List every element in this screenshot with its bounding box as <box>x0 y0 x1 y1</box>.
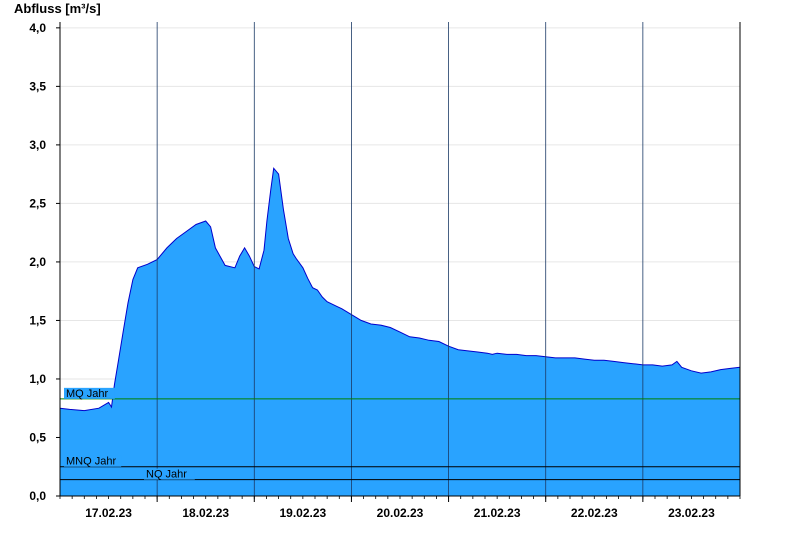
y-tick-label: 4,0 <box>29 21 46 35</box>
x-date-label: 23.02.23 <box>668 506 715 520</box>
reference-label-bg <box>144 468 195 480</box>
y-axis-title: Abfluss [m³/s] <box>14 1 101 16</box>
y-tick-label: 2,0 <box>29 255 46 269</box>
discharge-line <box>59 167 741 412</box>
x-date-label: 17.02.23 <box>85 506 132 520</box>
x-date-label: 22.02.23 <box>571 506 618 520</box>
y-tick-label: 0,0 <box>29 489 46 503</box>
y-tick-label: 3,0 <box>29 138 46 152</box>
day-divider-layer <box>156 22 644 496</box>
y-tick-label: 1,0 <box>29 372 46 386</box>
x-date-label: 20.02.23 <box>377 506 424 520</box>
reference-label-bg <box>64 387 115 399</box>
reference-label: NQ Jahr <box>146 469 187 481</box>
x-date-label: 21.02.23 <box>474 506 521 520</box>
y-tick-label: 3,5 <box>29 79 46 93</box>
reference-label: MQ Jahr <box>66 388 109 400</box>
y-tick-label: 0,5 <box>29 430 46 444</box>
x-date-label: 19.02.23 <box>279 506 326 520</box>
y-tick-label: 2,5 <box>29 196 46 210</box>
axis-layer: 0,0 0,5 1,0 1,5 2,0 2,5 3,0 3,5 4,0 17.02.23 18.02… <box>29 21 741 520</box>
area-layer <box>59 167 741 497</box>
y-tick-label: 1,5 <box>29 313 46 327</box>
reference-label-bg <box>64 455 122 467</box>
x-date-label: 18.02.23 <box>182 506 229 520</box>
reference-label: MNQ Jahr <box>66 456 116 468</box>
reference-line-layer: MQ Jahr MNQ Jahr NQ Jahr <box>60 387 740 481</box>
